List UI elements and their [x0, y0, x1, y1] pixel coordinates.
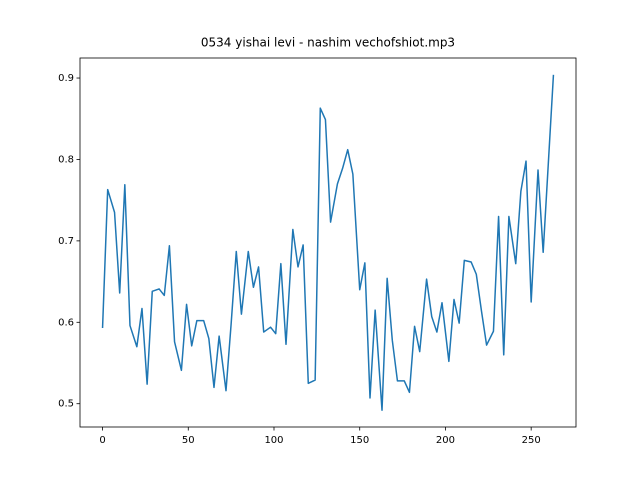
y-tick-label: 0.7	[58, 236, 74, 247]
x-tick-label: 250	[522, 435, 541, 446]
data-line	[101, 74, 555, 411]
y-tick-label: 0.6	[58, 317, 74, 328]
axes-frame	[79, 57, 577, 428]
x-tick-label: 150	[350, 435, 369, 446]
y-tick-label: 0.5	[58, 399, 74, 410]
x-tick-label: 100	[264, 435, 283, 446]
y-tick-label: 0.8	[58, 154, 74, 165]
x-tick-label: 0	[99, 435, 105, 446]
plot-area: 0 50 100 150 200 250 0.5 0.6 0.7 0.8 0.9	[58, 73, 555, 446]
x-tick-label: 50	[182, 435, 195, 446]
y-tick-label: 0.9	[58, 73, 74, 84]
chart-title: 0534 yishai levi - nashim vechofshiot.mp…	[201, 36, 455, 50]
x-tick-label: 200	[436, 435, 455, 446]
